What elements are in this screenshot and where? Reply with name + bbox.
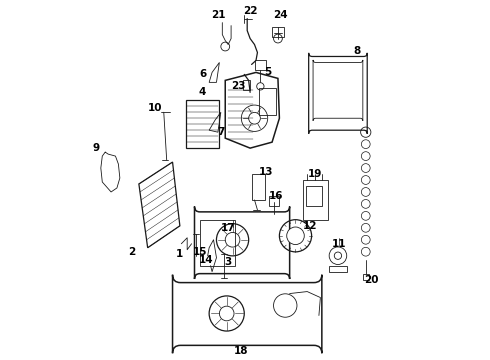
- Text: 24: 24: [273, 10, 288, 20]
- Text: 10: 10: [147, 103, 162, 113]
- Text: 7: 7: [217, 127, 224, 137]
- Bar: [243, 80, 250, 90]
- Text: 4: 4: [198, 87, 205, 97]
- Text: 6: 6: [199, 69, 207, 80]
- Circle shape: [225, 233, 240, 247]
- Text: 20: 20: [365, 275, 379, 285]
- Text: 12: 12: [303, 221, 318, 231]
- Text: 13: 13: [259, 167, 273, 177]
- Bar: [329, 266, 347, 272]
- Text: 23: 23: [231, 81, 245, 91]
- Bar: [269, 196, 279, 206]
- Circle shape: [248, 112, 260, 124]
- Text: 19: 19: [307, 169, 322, 179]
- Text: 9: 9: [93, 143, 100, 153]
- Text: 1: 1: [176, 249, 183, 259]
- Bar: [186, 100, 220, 148]
- Text: 2: 2: [128, 247, 135, 257]
- Circle shape: [220, 306, 234, 321]
- Text: 16: 16: [269, 191, 284, 201]
- Text: 11: 11: [332, 239, 346, 249]
- Text: 3: 3: [224, 257, 232, 267]
- Text: 5: 5: [264, 67, 271, 77]
- Text: 14: 14: [199, 255, 214, 265]
- Bar: [303, 180, 328, 220]
- Text: 15: 15: [193, 247, 208, 257]
- Bar: [306, 186, 322, 206]
- Text: 18: 18: [234, 346, 248, 356]
- Bar: [259, 88, 276, 115]
- Bar: [363, 274, 368, 280]
- Bar: [200, 220, 236, 266]
- Bar: [251, 174, 265, 200]
- Text: 17: 17: [221, 223, 236, 233]
- Circle shape: [334, 252, 342, 259]
- Circle shape: [287, 227, 304, 244]
- Text: 8: 8: [353, 45, 361, 55]
- Text: 21: 21: [211, 10, 225, 20]
- Bar: [254, 60, 266, 71]
- Text: 22: 22: [243, 6, 257, 15]
- Bar: [272, 27, 284, 37]
